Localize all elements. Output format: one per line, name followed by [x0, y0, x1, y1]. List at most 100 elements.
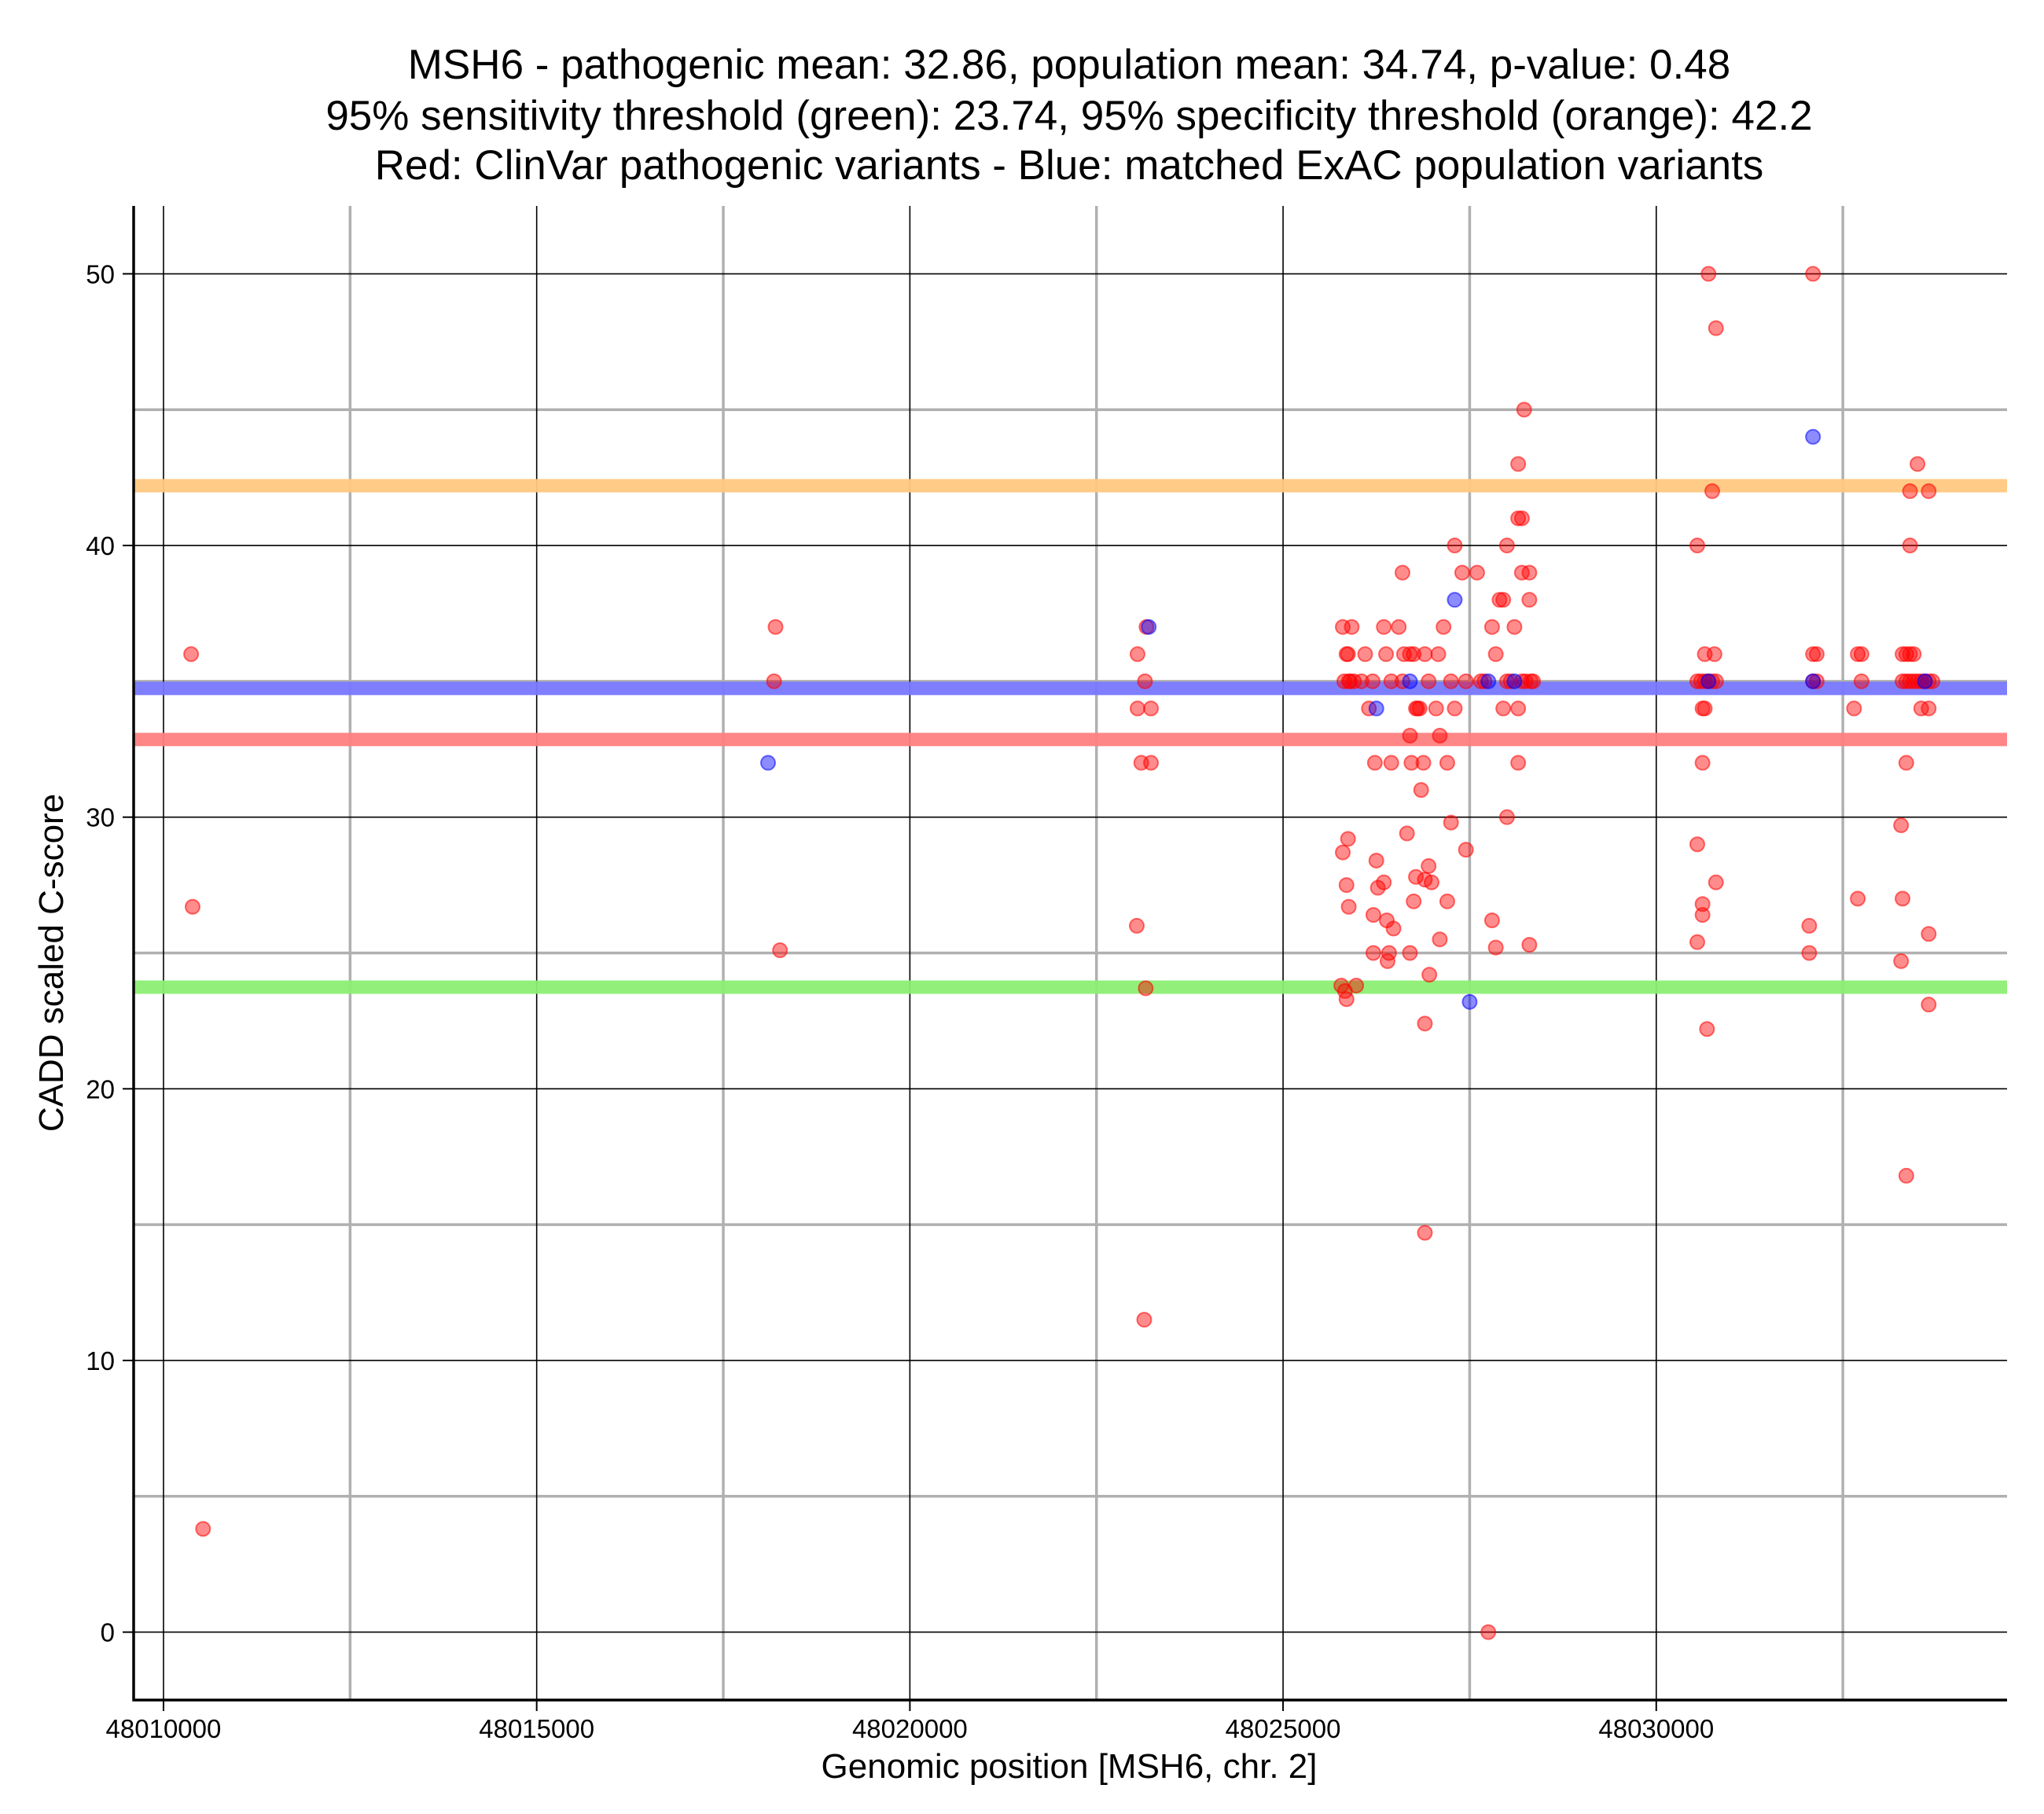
population-variant-point	[1917, 673, 1933, 689]
pathogenic-variant-point	[1430, 646, 1447, 663]
pathogenic-variant-point	[1394, 564, 1410, 581]
pathogenic-variant-point	[1454, 564, 1470, 581]
pathogenic-variant-point	[767, 619, 784, 635]
pathogenic-variant-point	[1495, 700, 1512, 717]
pathogenic-variant-point	[1138, 980, 1154, 997]
pathogenic-variant-point	[1406, 893, 1422, 909]
pathogenic-variant-point	[1344, 619, 1360, 635]
pathogenic-variant-point	[183, 646, 200, 663]
pathogenic-variant-point	[1510, 700, 1527, 717]
pathogenic-variant-point	[766, 673, 782, 689]
pathogenic-variant-point	[1439, 893, 1455, 909]
pathogenic-variant-point	[1483, 619, 1500, 635]
x-axis-title: Genomic position [MSH6, chr. 2]	[822, 1747, 1318, 1786]
pathogenic-variant-point	[1921, 700, 1937, 717]
pathogenic-variant-point	[1376, 619, 1392, 635]
pathogenic-variant-point	[1338, 877, 1355, 894]
pathogenic-variant-point	[1808, 673, 1825, 689]
pathogenic-variant-point	[1415, 755, 1432, 771]
reference-lines	[134, 479, 2007, 994]
pathogenic-variant-point	[1689, 538, 1705, 554]
pathogenic-variant-point	[1521, 937, 1538, 953]
pathogenic-variant-point	[1368, 852, 1384, 868]
pathogenic-variant-point	[1521, 592, 1538, 608]
population-variant-point	[1700, 673, 1717, 689]
pathogenic-variant-point	[1704, 673, 1720, 689]
pathogenic-variant-point	[1443, 814, 1459, 831]
pathogenic-variant-point	[1808, 646, 1825, 663]
pathogenic-variant-point	[1353, 673, 1369, 689]
pathogenic-variant-point	[1898, 1167, 1914, 1184]
pathogenic-variant-point	[1689, 934, 1705, 950]
y-tick-label: 20	[86, 1074, 115, 1103]
pathogenic-variant-point	[1385, 920, 1402, 937]
pathogenic-variant-point	[1902, 538, 1918, 554]
pathogenic-variant-point	[1338, 991, 1355, 1008]
y-tick-label: 0	[101, 1618, 115, 1647]
pathogenic-variant-point	[1378, 646, 1395, 663]
population-variant-point	[1447, 592, 1463, 608]
data-points	[183, 266, 1941, 1640]
pathogenic-variant-point	[1853, 646, 1869, 663]
pathogenic-variant-point	[1700, 266, 1717, 282]
population-variant-point	[1402, 673, 1418, 689]
y-tick-label: 50	[86, 259, 115, 288]
pathogenic-variant-point	[1801, 945, 1818, 961]
pathogenic-variant-point	[1365, 945, 1381, 961]
pathogenic-variant-point	[1498, 538, 1515, 554]
pathogenic-variant-point	[1498, 809, 1515, 825]
pathogenic-variant-point	[1516, 402, 1532, 418]
y-tick-label: 40	[86, 531, 115, 560]
pathogenic-variant-point	[1893, 817, 1910, 834]
population-variant-point	[1805, 673, 1822, 689]
pathogenic-variant-point	[1421, 857, 1437, 874]
pathogenic-variant-point	[1443, 673, 1459, 689]
pathogenic-variant-point	[1424, 874, 1440, 890]
pathogenic-variant-point	[1432, 727, 1448, 744]
pathogenic-variant-point	[1421, 967, 1438, 983]
pathogenic-variant-point	[1417, 1015, 1433, 1032]
pathogenic-variant-point	[1480, 1624, 1497, 1640]
pathogenic-variant-point	[1383, 755, 1399, 771]
pathogenic-variant-point	[1340, 831, 1356, 847]
pathogenic-variant-point	[1902, 646, 1918, 663]
pathogenic-variant-point	[1850, 646, 1866, 663]
pathogenic-variant-point	[1342, 673, 1358, 689]
population-variant-point	[1461, 993, 1478, 1010]
pathogenic-variant-point	[1902, 483, 1918, 499]
pathogenic-variant-point	[1411, 700, 1428, 717]
pathogenic-variant-point	[1335, 844, 1351, 861]
pathogenic-variant-point	[1510, 456, 1527, 472]
pathogenic-variant-point	[1365, 907, 1381, 924]
x-tick-label: 48020000	[852, 1714, 968, 1743]
pathogenic-variant-point	[1129, 700, 1145, 717]
x-tick-label: 48025000	[1226, 1714, 1341, 1743]
pathogenic-variant-point	[1128, 917, 1145, 934]
pathogenic-variant-point	[1417, 646, 1433, 663]
chart-title: MSH6 - pathogenic mean: 32.86, populatio…	[325, 42, 1812, 189]
population-variant-point	[759, 755, 776, 771]
y-axis-title: CADD scaled C-score	[32, 794, 71, 1132]
pathogenic-variant-point	[1399, 825, 1415, 842]
pathogenic-variant-point	[1521, 564, 1538, 581]
pathogenic-variant-point	[1921, 997, 1937, 1013]
population-variant-point	[1805, 428, 1822, 445]
pathogenic-variant-point	[1408, 868, 1425, 885]
pathogenic-variant-point	[1694, 755, 1711, 771]
pathogenic-variant-point	[1403, 755, 1420, 771]
pathogenic-variant-point	[1510, 755, 1527, 771]
pathogenic-variant-point	[1525, 673, 1542, 689]
pathogenic-variant-point	[1413, 782, 1429, 799]
pathogenic-variant-point	[1921, 483, 1937, 499]
population-variant-point	[1480, 673, 1497, 689]
pathogenic-variant-point	[1893, 953, 1910, 969]
pathogenic-variant-point	[1357, 646, 1373, 663]
pathogenic-variant-point	[1910, 456, 1926, 472]
population-variant-point	[1141, 619, 1157, 635]
pathogenic-variant-point	[1436, 619, 1452, 635]
pathogenic-variant-point	[1483, 913, 1500, 929]
pathogenic-variant-point	[1921, 673, 1937, 689]
pathogenic-variant-point	[1428, 700, 1444, 717]
pathogenic-variant-point	[1898, 755, 1914, 771]
